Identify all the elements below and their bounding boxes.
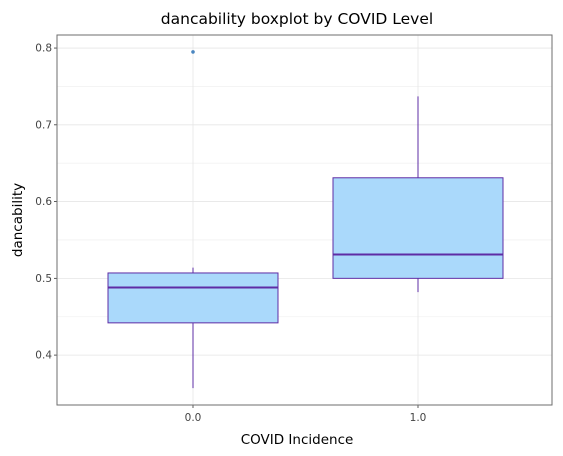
y-tick-label: 0.4: [35, 350, 52, 362]
y-tick-label: 0.6: [35, 196, 52, 208]
x-tick-label: 0.0: [185, 412, 202, 424]
box-layer: [107, 50, 504, 389]
chart-title: dancability boxplot by COVID Level: [161, 10, 433, 28]
y-tick-label: 0.8: [35, 43, 52, 55]
tick-layer: 0.4 0.5 0.6 0.7 0.8 0.0 1.0: [35, 43, 426, 424]
plot-panel-border: [56, 34, 553, 406]
box-group-0.0: [107, 50, 279, 389]
x-tick-label: 1.0: [410, 412, 427, 424]
y-tick-label: 0.5: [35, 273, 52, 285]
x-axis-title: COVID Incidence: [241, 432, 354, 448]
box-group-1.0: [332, 96, 504, 293]
y-axis-title: dancability: [10, 183, 26, 257]
box-iqr: [107, 272, 279, 324]
outlier-point: [191, 50, 195, 54]
y-tick-label: 0.7: [35, 119, 52, 131]
box-iqr: [332, 177, 504, 279]
